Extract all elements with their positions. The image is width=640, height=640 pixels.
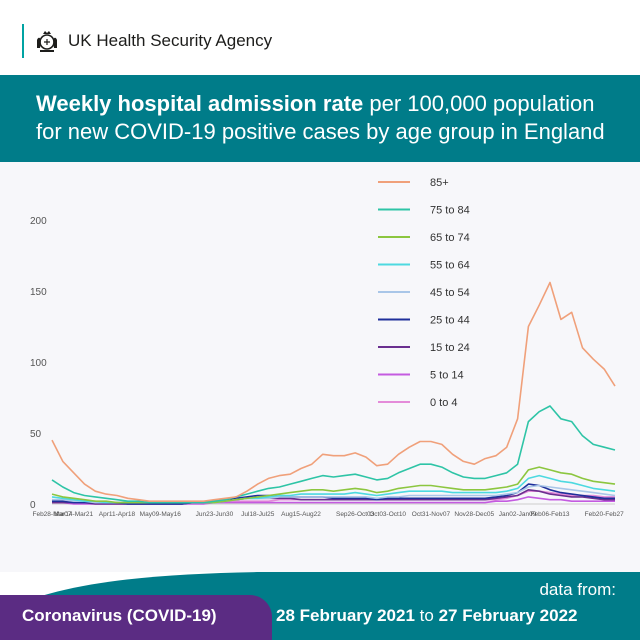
y-tick-label: 200: [30, 216, 47, 227]
x-tick-label: Apr11-Apr18: [99, 511, 136, 518]
agency-logo: UK Health Security Agency: [22, 24, 272, 58]
x-tick-label: Jul18-Jul25: [241, 511, 275, 518]
y-tick-label: 100: [30, 358, 47, 369]
x-tick-label: Nov28-Dec05: [454, 511, 494, 518]
chart-title: Weekly hospital admission rate per 100,0…: [36, 90, 616, 146]
chart-area: 0 50 100 150 200 Feb28-Mar07 Mar14-Mar21 Apr11-…: [0, 162, 640, 572]
legend-item: 25 to 44: [378, 315, 470, 327]
agency-name: UK Health Security Agency: [68, 31, 273, 50]
x-tick-label: Aug15-Aug22: [281, 511, 321, 518]
date-end: 27 February 2022: [438, 606, 578, 625]
agency-divider: [22, 24, 24, 58]
legend-item: 75 to 84: [378, 205, 470, 217]
legend-item: 15 to 24: [378, 342, 470, 354]
covid-badge-label: Coronavirus (COVID-19): [22, 606, 217, 625]
legend-item: 85+: [378, 177, 449, 189]
x-tick-label: Oct03-Oct10: [369, 511, 406, 518]
legend-item: 5 to 14: [378, 370, 464, 382]
date-to: to: [419, 606, 434, 625]
legend-item: 55 to 64: [378, 260, 470, 272]
y-tick-label: 150: [30, 287, 47, 298]
date-start: 28 February 2021: [276, 606, 415, 625]
x-tick-label: Oct31-Nov07: [412, 511, 451, 518]
legend-label: 0 to 4: [430, 397, 458, 409]
x-tick-label: Feb06-Feb13: [531, 511, 570, 518]
x-tick-label: Mar14-Mar21: [54, 511, 93, 518]
title-band: [0, 75, 640, 162]
legend-label: 15 to 24: [430, 342, 470, 354]
title-rest-line1: per 100,000 population: [363, 91, 595, 116]
legend-item: 45 to 54: [378, 287, 470, 299]
legend-label: 55 to 64: [430, 260, 470, 272]
legend-label: 25 to 44: [430, 315, 470, 327]
royal-crest-icon: [37, 31, 57, 52]
legend-label: 65 to 74: [430, 232, 470, 244]
legend-label: 5 to 14: [430, 370, 464, 382]
y-tick-label: 50: [30, 429, 42, 440]
legend-label: 85+: [430, 177, 449, 189]
header: UK Health Security Agency: [0, 0, 640, 75]
data-from-label: data from:: [539, 580, 616, 599]
x-tick-label: Jun23-Jun30: [196, 511, 234, 518]
y-tick-label: 0: [30, 500, 36, 511]
x-tick-label: Feb28-Mar07: [32, 511, 71, 518]
title-bold: Weekly hospital admission rate: [36, 91, 364, 116]
legend-label: 75 to 84: [430, 205, 470, 217]
title-line2: for new COVID-19 positive cases by age g…: [36, 119, 605, 144]
legend-item: 0 to 4: [378, 397, 458, 409]
legend-label: 45 to 54: [430, 287, 470, 299]
series-line-25-to-44: [52, 483, 615, 505]
x-tick-label: Feb20-Feb27: [585, 511, 624, 518]
legend-item: 65 to 74: [378, 232, 470, 244]
series-line-75-to-84: [51, 405, 616, 504]
x-tick-label: May09-May16: [140, 511, 182, 518]
x-tick-label: Jan02-Jan09: [499, 511, 537, 518]
series-line-85-: [51, 281, 616, 503]
x-tick-label: Sep26-Oct03: [336, 511, 375, 518]
date-range: 28 February 2021 to 27 February 2022: [276, 606, 578, 626]
covid-badge: [0, 595, 272, 640]
